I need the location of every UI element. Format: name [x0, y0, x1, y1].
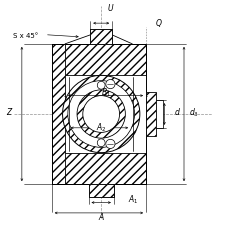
Circle shape	[97, 139, 105, 147]
Circle shape	[68, 81, 134, 148]
Bar	[90, 30, 112, 45]
Text: U: U	[107, 4, 112, 13]
Bar	[88, 184, 113, 197]
Text: $A_1$: $A_1$	[128, 193, 138, 205]
Text: d: d	[174, 108, 179, 117]
Circle shape	[62, 76, 139, 153]
Circle shape	[105, 80, 114, 89]
Circle shape	[105, 140, 114, 149]
Circle shape	[77, 90, 125, 139]
Bar	[53, 77, 65, 152]
Bar	[156, 101, 163, 128]
Bar	[145, 93, 156, 136]
Circle shape	[69, 82, 133, 147]
Bar	[52, 153, 145, 184]
Text: $B_1$: $B_1$	[100, 87, 110, 99]
Text: Q: Q	[155, 18, 161, 27]
Bar	[52, 45, 65, 184]
Text: $d_3$: $d_3$	[189, 106, 198, 118]
Bar	[52, 45, 145, 76]
Circle shape	[82, 96, 119, 133]
Text: $A_2$: $A_2$	[95, 121, 106, 133]
Bar	[52, 76, 145, 153]
Text: A: A	[98, 212, 103, 221]
Circle shape	[97, 82, 105, 90]
Text: Z: Z	[7, 108, 12, 117]
Text: S x 45°: S x 45°	[13, 33, 38, 38]
Bar	[52, 45, 145, 184]
